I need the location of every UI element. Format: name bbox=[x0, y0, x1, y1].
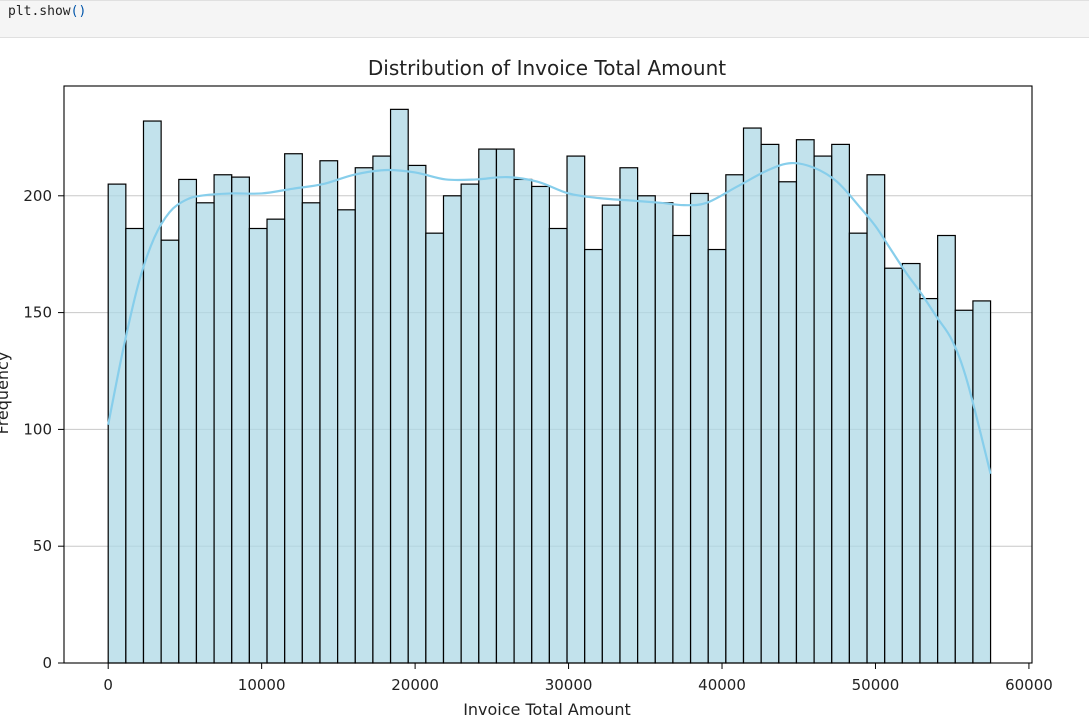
histogram-bar bbox=[778, 181, 798, 664]
x-tick-label: 10000 bbox=[238, 676, 286, 694]
histogram-bar bbox=[654, 202, 674, 664]
histogram-bar bbox=[760, 143, 780, 664]
y-tick-label: 150 bbox=[23, 304, 52, 322]
histogram-bar bbox=[425, 232, 445, 664]
histogram-bar bbox=[795, 139, 815, 664]
histogram-bar bbox=[637, 195, 656, 664]
x-tick-label: 20000 bbox=[391, 676, 439, 694]
histogram-bar bbox=[231, 176, 250, 664]
histogram-bar bbox=[884, 267, 903, 664]
histogram-bar bbox=[107, 183, 127, 664]
histogram-bar bbox=[248, 227, 268, 664]
histogram-bar bbox=[813, 155, 833, 664]
histogram-bar bbox=[848, 232, 868, 664]
x-tick-label: 0 bbox=[103, 676, 113, 694]
histogram-bar bbox=[178, 178, 198, 664]
histogram-bar bbox=[142, 120, 162, 664]
histogram-bar bbox=[319, 160, 339, 664]
y-tick-label: 100 bbox=[23, 420, 52, 438]
code-line: plt.show() bbox=[8, 4, 86, 19]
histogram-bars bbox=[107, 108, 992, 664]
histogram-bar bbox=[831, 143, 850, 664]
histogram-bar bbox=[478, 148, 498, 664]
histogram-bar bbox=[284, 153, 303, 664]
histogram-bar bbox=[407, 164, 427, 664]
histogram-bar bbox=[495, 148, 515, 664]
histogram-bar bbox=[689, 192, 709, 664]
histogram-bar bbox=[672, 234, 692, 664]
histogram-bar bbox=[337, 209, 356, 664]
histogram-bar bbox=[460, 183, 480, 664]
histogram-bar bbox=[566, 155, 586, 664]
x-tick-label: 50000 bbox=[852, 676, 900, 694]
y-axis-label: Frequency bbox=[0, 352, 12, 435]
histogram-bar bbox=[601, 204, 621, 664]
histogram-bar bbox=[372, 155, 392, 664]
code-cell[interactable]: plt.show() bbox=[0, 0, 1089, 38]
histogram-bar bbox=[389, 108, 409, 664]
x-tick-label: 40000 bbox=[698, 676, 746, 694]
plot-frame bbox=[63, 85, 1033, 664]
histogram-bar bbox=[160, 239, 180, 664]
histogram-bar bbox=[125, 227, 145, 664]
histogram-bar bbox=[213, 174, 233, 664]
x-axis-label: Invoice Total Amount bbox=[463, 700, 631, 719]
histogram-bar bbox=[266, 218, 286, 664]
kde-curve-layer bbox=[107, 161, 992, 475]
histogram-bar bbox=[742, 127, 762, 664]
histogram-bar bbox=[301, 202, 321, 664]
histogram-chart: 0 10000 20000 30000 40000 50000 60000 0 50 100 150… bbox=[0, 56, 1053, 719]
axes: 0 10000 20000 30000 40000 50000 60000 0 50 100 150… bbox=[23, 85, 1053, 694]
histogram-bar bbox=[707, 248, 727, 664]
histogram-bar bbox=[954, 309, 974, 664]
kde-curve bbox=[107, 161, 992, 475]
histogram-bar bbox=[531, 185, 550, 664]
histogram-bar bbox=[972, 300, 992, 664]
histogram-bar bbox=[354, 167, 374, 664]
histogram-bar bbox=[725, 174, 745, 664]
histogram-bar bbox=[548, 227, 568, 664]
histogram-bar bbox=[937, 234, 956, 664]
chart-title: Distribution of Invoice Total Amount bbox=[368, 56, 726, 80]
histogram-bar bbox=[866, 174, 886, 664]
code-text: plt.show bbox=[8, 4, 71, 19]
y-tick-label: 0 bbox=[42, 654, 52, 672]
histogram-bar bbox=[901, 262, 921, 664]
histogram-bar bbox=[619, 167, 639, 664]
histogram-bar bbox=[919, 297, 939, 664]
y-tick-label: 200 bbox=[23, 187, 52, 205]
histogram-bar bbox=[513, 178, 533, 664]
x-tick-label: 60000 bbox=[1005, 676, 1053, 694]
histogram-bar bbox=[584, 248, 603, 664]
code-parens: () bbox=[70, 4, 87, 19]
histogram-bar bbox=[442, 195, 462, 664]
histogram-bar bbox=[195, 202, 215, 664]
y-tick-label: 50 bbox=[33, 537, 52, 555]
x-tick-label: 30000 bbox=[545, 676, 593, 694]
